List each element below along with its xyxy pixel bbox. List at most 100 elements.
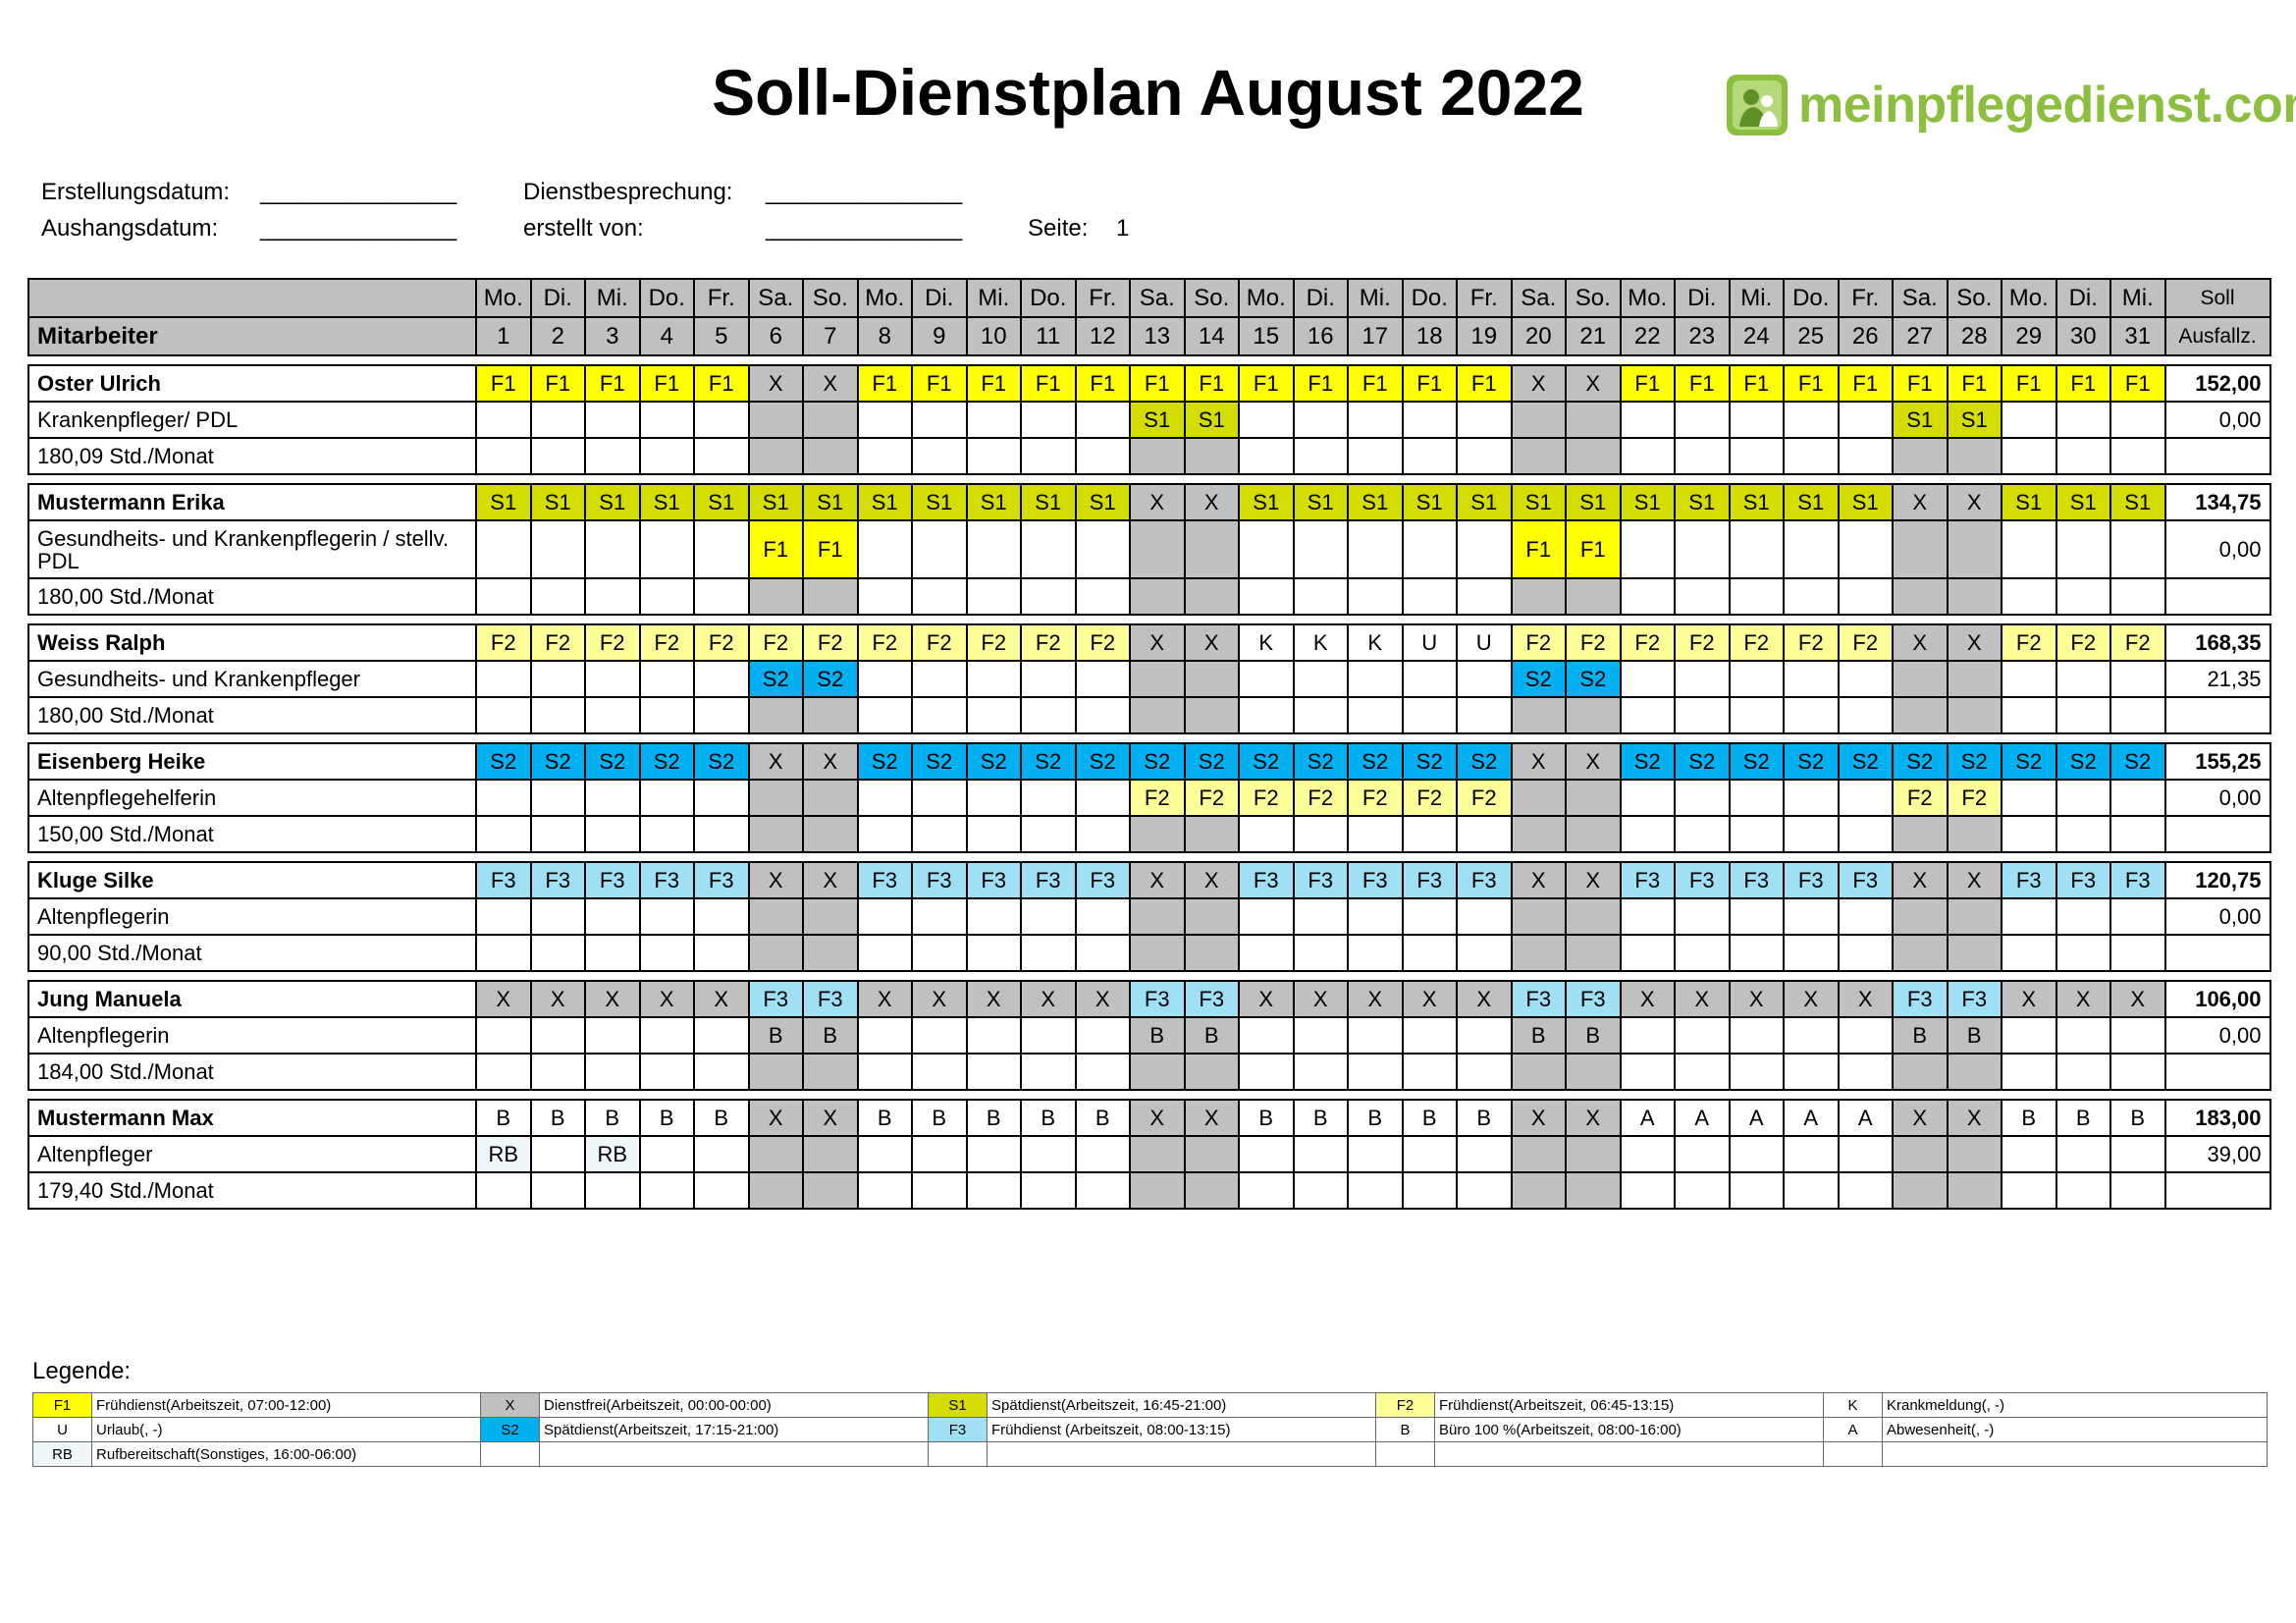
shift-cell: RB xyxy=(584,1135,641,1173)
legend-text: Frühdienst(Arbeitszeit, 06:45-13:15) xyxy=(1434,1392,1824,1418)
shift-cell xyxy=(856,696,913,734)
legend-text: Büro 100 %(Arbeitszeit, 08:00-16:00) xyxy=(1434,1417,1824,1442)
shift-cell xyxy=(529,1171,586,1210)
shift-cell xyxy=(475,519,532,579)
weekday-header: Sa. xyxy=(1892,278,1949,318)
row-separator xyxy=(28,615,2270,624)
shift-cell xyxy=(1619,1053,1676,1091)
shift-cell xyxy=(1892,1053,1949,1091)
shift-cell xyxy=(1728,1135,1785,1173)
shift-cell: S2 xyxy=(856,742,913,781)
shift-cell xyxy=(856,1135,913,1173)
weekday-header: Mi. xyxy=(584,278,641,318)
shift-cell xyxy=(1129,519,1186,579)
shift-cell: F3 xyxy=(584,861,641,899)
shift-cell: X xyxy=(1783,980,1840,1018)
shift-cell: F3 xyxy=(1619,861,1676,899)
legend-text: Dienstfrei(Arbeitszeit, 00:00-00:00) xyxy=(539,1392,929,1418)
soll-value: 155,25 xyxy=(2163,742,2271,781)
shift-cell xyxy=(1510,779,1567,817)
shift-cell xyxy=(911,1171,968,1210)
shift-cell: X xyxy=(1183,861,1240,899)
mitarbeiter-header: Mitarbeiter xyxy=(27,316,477,356)
weekday-header: Do. xyxy=(1783,278,1840,318)
shift-cell xyxy=(856,1171,913,1210)
shift-cell xyxy=(1183,934,1240,972)
employee-row: Gesundheits- und Krankenpfleger S2 S2 S2 S2 2… xyxy=(27,660,2271,698)
shift-cell xyxy=(529,437,586,475)
shift-cell xyxy=(1619,815,1676,853)
shift-cell xyxy=(802,934,859,972)
shift-cell xyxy=(2055,577,2111,616)
header-weekday-row: Mo. Di. Mi. Do. Fr. Sa. So. Mo. Di. Mi. Do. Fr. Sa. S… xyxy=(27,278,2271,318)
shift-cell: F2 xyxy=(1728,623,1785,662)
shift-cell xyxy=(1020,660,1077,698)
shift-cell xyxy=(1619,779,1676,817)
employee-row: Jung Manuela X X X X X F3 F3 X X X X X F3 F3 X X X X X F3 F3 X… xyxy=(27,980,2271,1018)
shift-cell: S1 xyxy=(1074,483,1131,521)
seite-label: Seite: xyxy=(1028,215,1089,242)
shift-cell xyxy=(1347,437,1404,475)
employee-role: Altenpflegerin xyxy=(27,897,477,936)
shift-cell xyxy=(693,815,750,853)
day-number-header: 14 xyxy=(1183,316,1240,356)
shift-cell: F2 xyxy=(1456,779,1513,817)
weekday-header: Mo. xyxy=(856,278,913,318)
shift-cell xyxy=(638,437,695,475)
employee-name: Eisenberg Heike xyxy=(27,742,477,781)
shift-cell xyxy=(1619,437,1676,475)
shift-cell xyxy=(1946,934,2002,972)
shift-cell xyxy=(965,696,1022,734)
shift-cell xyxy=(1129,897,1186,936)
shift-cell xyxy=(1510,897,1567,936)
shift-cell: F2 xyxy=(1892,779,1949,817)
shift-cell xyxy=(1674,815,1731,853)
shift-cell xyxy=(2001,696,2057,734)
employee-row: Altenpfleger RB RB 39,00 xyxy=(27,1135,2271,1173)
day-number-header: 5 xyxy=(693,316,750,356)
weekday-header: Mo. xyxy=(1238,278,1295,318)
shift-cell xyxy=(2109,815,2166,853)
shift-cell xyxy=(1837,437,1894,475)
shift-cell: X xyxy=(1129,1099,1186,1137)
shift-cell xyxy=(2109,934,2166,972)
shift-cell: S1 xyxy=(1456,483,1513,521)
shift-cell: F3 xyxy=(1783,861,1840,899)
erstellt-von-field: _______________ xyxy=(766,215,963,242)
shift-cell: F3 xyxy=(1238,861,1295,899)
shift-cell xyxy=(1292,577,1349,616)
legend-text: Urlaub(, -) xyxy=(91,1417,481,1442)
shift-cell: S1 xyxy=(911,483,968,521)
shift-cell xyxy=(1456,519,1513,579)
shift-cell xyxy=(911,815,968,853)
shift-cell xyxy=(693,401,750,439)
shift-cell xyxy=(584,1171,641,1210)
shift-cell: X xyxy=(2001,980,2057,1018)
shift-cell: X xyxy=(1946,1099,2002,1137)
ausfallz-header: Ausfallz. xyxy=(2163,316,2271,356)
employee-row: Altenpflegerin 0,00 xyxy=(27,897,2271,936)
shift-cell: F3 xyxy=(529,861,586,899)
shift-cell xyxy=(1674,779,1731,817)
shift-cell xyxy=(965,779,1022,817)
employee-hours: 180,00 Std./Monat xyxy=(27,577,477,616)
shift-cell xyxy=(2109,779,2166,817)
weekday-header: Di. xyxy=(911,278,968,318)
shift-cell xyxy=(1728,401,1785,439)
shift-cell xyxy=(1292,815,1349,853)
shift-cell: F2 xyxy=(911,623,968,662)
shift-cell: F1 xyxy=(911,364,968,403)
shift-cell xyxy=(1510,1171,1567,1210)
shift-cell: S1 xyxy=(1783,483,1840,521)
shift-cell: RB xyxy=(475,1135,532,1173)
employee-role: Altenpflegehelferin xyxy=(27,779,477,817)
legend-text xyxy=(539,1441,929,1467)
shift-cell: S2 xyxy=(1020,742,1077,781)
shift-cell xyxy=(2109,437,2166,475)
shift-cell xyxy=(1619,696,1676,734)
employee-name: Mustermann Max xyxy=(27,1099,477,1137)
weekday-header: Sa. xyxy=(1510,278,1567,318)
soll-value: 134,75 xyxy=(2163,483,2271,521)
shift-cell xyxy=(1837,1171,1894,1210)
shift-cell: X xyxy=(1183,483,1240,521)
